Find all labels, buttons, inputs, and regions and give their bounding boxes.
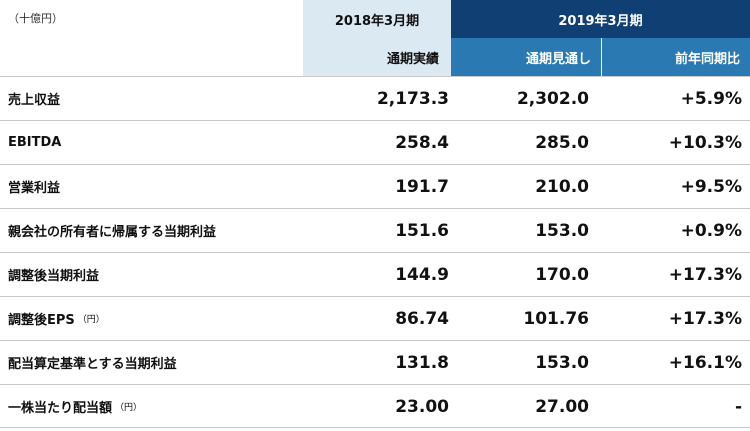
yoy-value: - [734, 396, 742, 417]
header-yoy: 前年同期比 [601, 38, 750, 76]
row-label: EBITDA [8, 135, 62, 150]
header-fy2019: 2019年3月期 [451, 0, 750, 38]
row-label: 売上収益 [8, 93, 61, 108]
actual-value: 23.00 [395, 396, 449, 417]
table-row: 一株当たり配当額 （円） 23.00 27.00 - [0, 384, 750, 428]
forecast-value: 170.0 [535, 264, 589, 285]
yoy-value: +10.3% [668, 132, 742, 153]
header-fy2018: 2018年3月期 [303, 0, 451, 38]
table-row: 調整後当期利益 144.9 170.0 +17.3% [0, 252, 750, 296]
unit-label: （十億円） [8, 12, 63, 25]
table-row: 親会社の所有者に帰属する当期利益 151.6 153.0 +0.9% [0, 208, 750, 252]
forecast-value: 27.00 [535, 396, 589, 417]
row-label: 一株当たり配当額 （円） [8, 401, 143, 416]
results-table: 売上収益 2,173.3 2,302.0 +5.9% EBITDA 258.4 … [0, 76, 750, 428]
row-label: 配当算定基準とする当期利益 [8, 357, 177, 372]
actual-value: 2,173.3 [376, 88, 449, 109]
actual-value: 191.7 [395, 176, 449, 197]
actual-value: 144.9 [395, 264, 449, 285]
header-divider [601, 38, 602, 76]
header-actual: 通期実績 [303, 38, 451, 76]
table-row: 売上収益 2,173.3 2,302.0 +5.9% [0, 76, 750, 120]
row-label: 親会社の所有者に帰属する当期利益 [8, 225, 217, 240]
row-label: 調整後EPS （円） [8, 313, 105, 328]
yoy-value: +0.9% [680, 220, 742, 241]
row-label: 営業利益 [8, 181, 61, 196]
forecast-value: 153.0 [535, 220, 589, 241]
table-row: 営業利益 191.7 210.0 +9.5% [0, 164, 750, 208]
actual-value: 151.6 [395, 220, 449, 241]
table-row: 調整後EPS （円） 86.74 101.76 +17.3% [0, 296, 750, 340]
yoy-value: +5.9% [680, 88, 742, 109]
actual-value: 86.74 [395, 308, 449, 329]
actual-value: 258.4 [395, 132, 449, 153]
forecast-value: 153.0 [535, 352, 589, 373]
yoy-value: +9.5% [680, 176, 742, 197]
forecast-value: 101.76 [523, 308, 589, 329]
yoy-value: +17.3% [668, 308, 742, 329]
row-label: 調整後当期利益 [8, 269, 100, 284]
forecast-value: 285.0 [535, 132, 589, 153]
table-row: 配当算定基準とする当期利益 131.8 153.0 +16.1% [0, 340, 750, 384]
table-row: EBITDA 258.4 285.0 +10.3% [0, 120, 750, 164]
forecast-value: 210.0 [535, 176, 589, 197]
forecast-value: 2,302.0 [516, 88, 589, 109]
yoy-value: +17.3% [668, 264, 742, 285]
actual-value: 131.8 [395, 352, 449, 373]
header-forecast: 通期見通し [451, 38, 601, 76]
yoy-value: +16.1% [668, 352, 742, 373]
